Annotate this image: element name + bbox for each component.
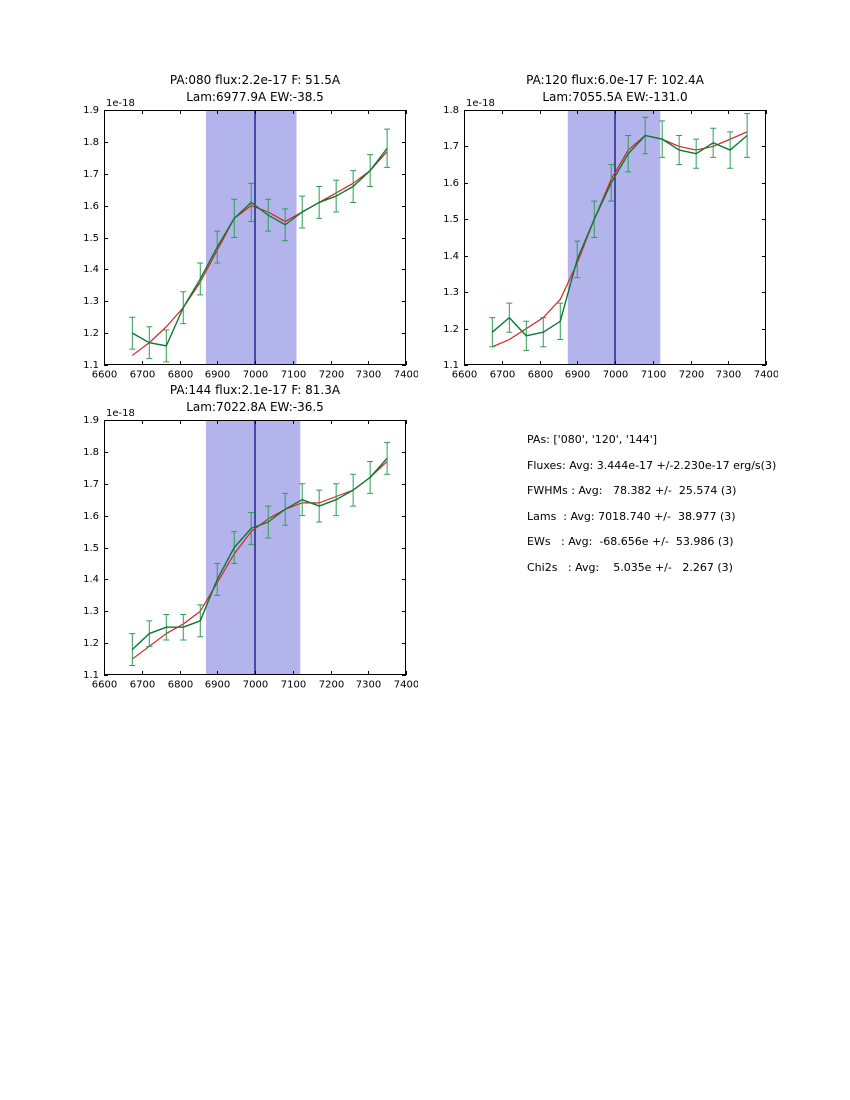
chart-title-line1: PA:080 flux:2.2e-17 F: 51.5A [169, 73, 341, 87]
stats-line-fwhms: FWHMs : Avg: 78.382 +/- 25.574 (3) [527, 484, 737, 498]
stats-line-chi2s: Chi2s : Avg: 5.035e +/- 2.267 (3) [527, 560, 733, 574]
stats-line-ews: EWs : Avg: -68.656e +/- 53.986 (3) [527, 535, 734, 549]
plot-pa144-canvas [54, 406, 418, 702]
stats-panel: PAs: ['080', '120', '144'] Fluxes: Avg: … [527, 433, 776, 587]
stats-line-pas: PAs: ['080', '120', '144'] [527, 433, 658, 446]
stats-line-lams: Lams : Avg: 7018.740 +/- 38.977 (3) [527, 509, 736, 523]
plot-pa120-canvas [414, 96, 778, 392]
chart-title-line1: PA:120 flux:6.0e-17 F: 102.4A [526, 73, 704, 87]
plot-pa080-canvas [54, 96, 418, 392]
chart-title-line1: PA:144 flux:2.1e-17 F: 81.3A [169, 383, 341, 397]
stats-line-fluxes: Fluxes: Avg: 3.444e-17 +/-2.230e-17 erg/… [527, 458, 777, 472]
